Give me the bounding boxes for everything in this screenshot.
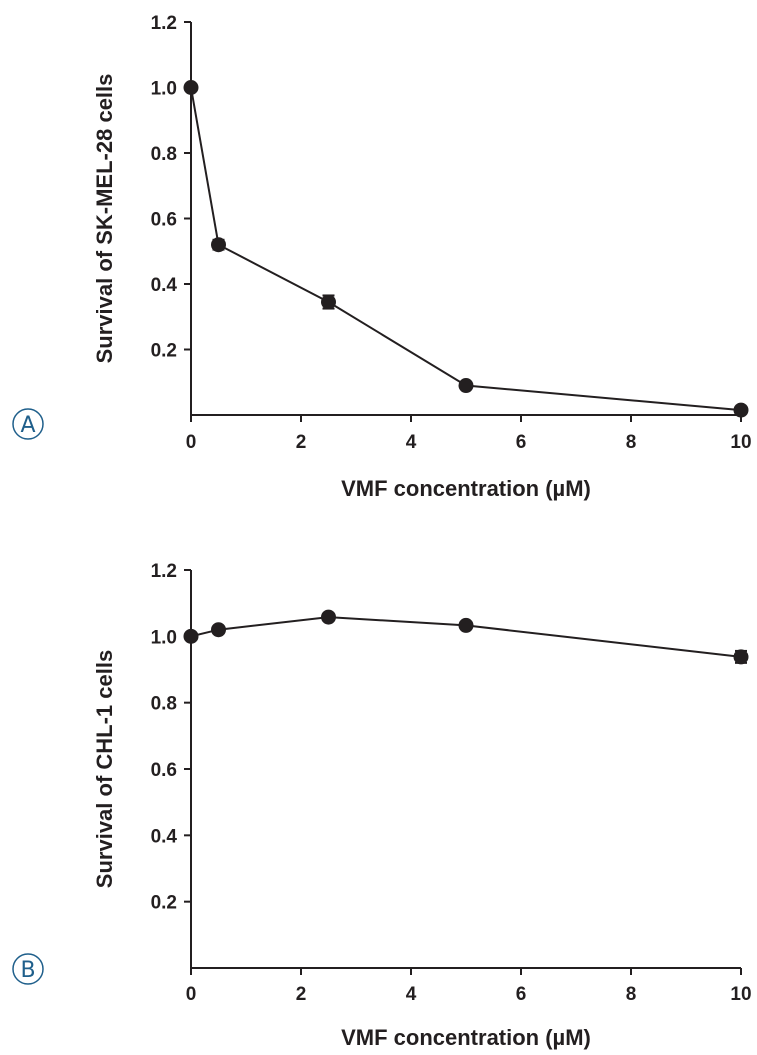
data-point [211, 622, 226, 638]
y-tick-label: 0.6 [151, 210, 177, 231]
y-tick-label: 0.8 [151, 144, 177, 165]
y-tick-label: 0.2 [151, 341, 177, 362]
x-tick-label: 0 [186, 984, 197, 1005]
y-axis-title: Survival of SK-MEL-28 cells [92, 74, 117, 364]
y-tick-label: 1.2 [151, 561, 177, 582]
x-tick-label: 0 [186, 432, 197, 453]
x-tick-label: 4 [406, 432, 417, 453]
y-tick-label: 1.0 [151, 627, 177, 648]
data-point [733, 649, 749, 665]
data-point [321, 609, 336, 625]
data-point [321, 294, 336, 310]
x-tick-label: 8 [626, 432, 637, 453]
data-point [211, 237, 226, 253]
y-tick-label: 0.8 [151, 694, 177, 715]
y-tick-label: 0.4 [151, 275, 178, 296]
x-tick-label: 6 [516, 984, 527, 1005]
panel-label-circle [12, 408, 44, 440]
y-tick-label: 0.2 [151, 893, 177, 914]
x-axis-title: VMF concentration (µM) [341, 476, 591, 501]
series-line [190, 87, 742, 412]
panel-label: B [20, 958, 35, 983]
y-axis-title: Survival of CHL-1 cells [92, 650, 117, 888]
data-point [458, 378, 474, 394]
y-tick-label: 0.4 [151, 826, 178, 847]
x-tick-label: 10 [730, 432, 751, 453]
y-tick-label: 1.0 [151, 79, 177, 100]
chart-panel-b: 0.2 0.4 0.6 0.8 1.0 1.2 0 2 4 6 8 10 VMF concentrati… [12, 561, 752, 1050]
data-point [183, 80, 199, 95]
x-tick-label: 2 [296, 984, 307, 1005]
y-tick-label: 1.2 [151, 13, 177, 34]
panel-label-circle [12, 953, 44, 985]
data-point [458, 617, 474, 633]
data-point [733, 402, 749, 418]
x-tick-label: 6 [516, 432, 527, 453]
x-tick-label: 4 [406, 984, 417, 1005]
y-tick-label: 0.6 [151, 760, 177, 781]
x-tick-label: 2 [296, 432, 307, 453]
panel-label: A [20, 413, 35, 438]
x-axis-title: VMF concentration (µM) [341, 1025, 591, 1050]
x-tick-label: 8 [626, 984, 637, 1005]
chart-panel-a: 0.2 0.4 0.6 0.8 1.0 1.2 0 2 4 6 8 10 VMF concentrati… [12, 13, 752, 501]
x-tick-label: 10 [730, 984, 751, 1005]
data-point [183, 628, 199, 644]
